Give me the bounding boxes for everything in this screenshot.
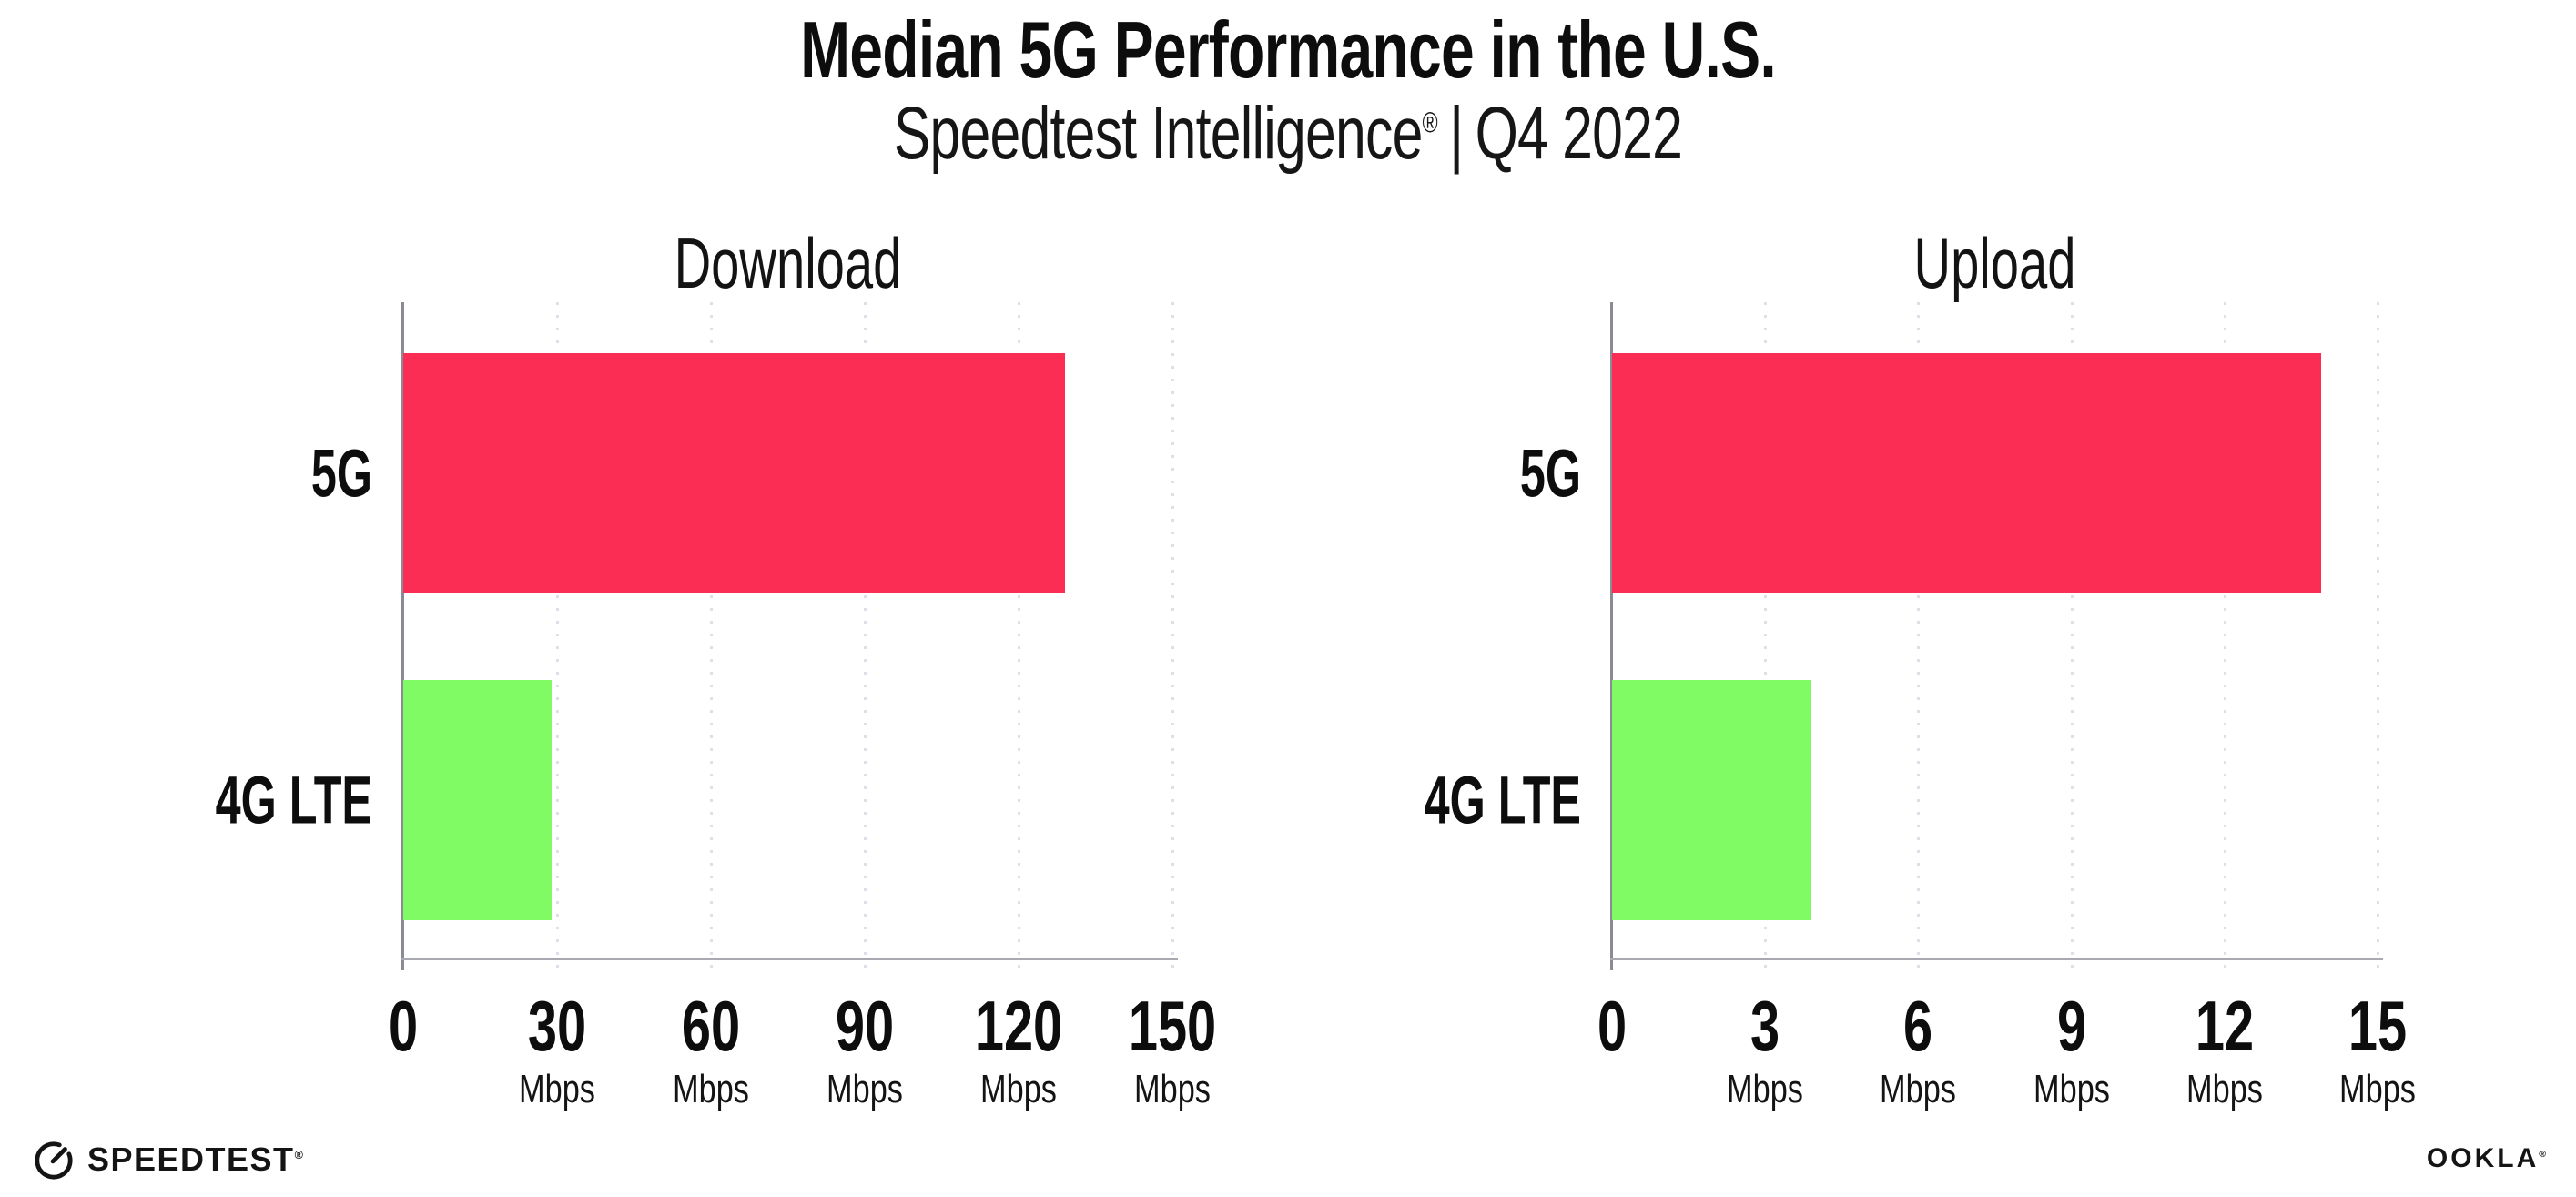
x-tick-label: 9 [2056, 986, 2086, 1066]
download-chart-plot [401, 302, 1178, 971]
x-tick-unit-label: Mbps [827, 1067, 903, 1111]
gridline-3-mbps [1764, 302, 1768, 971]
x-tick-unit-label: Mbps [519, 1067, 595, 1111]
chart-title-upload: Upload [1913, 223, 2076, 303]
upload-chart-plot [1610, 302, 2383, 971]
category-label-4g-lte: 4G LTE [215, 762, 372, 838]
gridline-9-mbps [2070, 302, 2074, 971]
x-tick-unit-label: Mbps [2339, 1067, 2416, 1111]
x-tick-label: 150 [1128, 986, 1217, 1066]
ookla-wordmark: OOKLA [2426, 1143, 2540, 1173]
gridline-90-mbps [864, 302, 867, 971]
gridline-150-mbps [1171, 302, 1174, 971]
speedtest-wordmark: SPEEDTEST® [87, 1141, 305, 1178]
registered-trademark-symbol: ® [1422, 107, 1438, 139]
x-tick-unit-label: Mbps [673, 1067, 749, 1111]
category-label-5g: 5G [1519, 435, 1581, 512]
x-tick-label: 60 [681, 986, 741, 1066]
x-tick-unit-label: Mbps [980, 1067, 1057, 1111]
subtitle-brand: Speedtest Intelligence [893, 92, 1424, 175]
page-subtitle: Speedtest Intelligence® | Q4 2022 [335, 91, 2241, 177]
subtitle-period: Q4 2022 [1475, 92, 1683, 175]
x-tick-unit-label: Mbps [1134, 1067, 1211, 1111]
speedtest-logo: SPEEDTEST® [33, 1136, 304, 1183]
y-axis-line [401, 302, 404, 970]
category-label-5g: 5G [310, 435, 372, 512]
ookla-logo: OOKLA® [2427, 1143, 2549, 1174]
x-tick-label: 30 [527, 986, 587, 1066]
x-tick-label: 0 [388, 986, 419, 1066]
x-tick-unit-label: Mbps [2186, 1067, 2263, 1111]
x-tick-unit-label: Mbps [2033, 1067, 2110, 1111]
bar-4g-lte [403, 680, 553, 920]
gridline-30-mbps [556, 302, 559, 971]
x-tick-unit-label: Mbps [1727, 1067, 1804, 1111]
x-tick-label: 15 [2348, 986, 2408, 1066]
speedtest-registered-symbol: ® [294, 1149, 305, 1161]
bar-5g [403, 353, 1065, 593]
category-label-4g-lte: 4G LTE [1424, 762, 1581, 838]
gridline-6-mbps [1917, 302, 1921, 971]
x-axis-line [401, 958, 1178, 960]
x-tick-label: 0 [1597, 986, 1628, 1066]
bar-5g [1612, 353, 2322, 593]
x-tick-label: 120 [974, 986, 1063, 1066]
ookla-registered-symbol: ® [2539, 1149, 2549, 1160]
y-axis-line [1610, 302, 1613, 970]
gridline-60-mbps [710, 302, 713, 971]
gridline-12-mbps [2223, 302, 2226, 971]
x-tick-label: 3 [1750, 986, 1780, 1066]
gridline-15-mbps [2377, 302, 2379, 971]
bar-4g-lte [1612, 680, 1811, 920]
page-title: Median 5G Performance in the U.S. [800, 5, 1777, 95]
x-tick-label: 12 [2195, 986, 2254, 1066]
chart-title-download: Download [674, 223, 902, 303]
speedtest-gauge-icon [33, 1139, 75, 1181]
x-tick-label: 90 [835, 986, 895, 1066]
gridline-120-mbps [1018, 302, 1020, 971]
x-tick-label: 6 [1903, 986, 1933, 1066]
x-axis-line [1610, 958, 2383, 960]
subtitle-divider: | [1449, 92, 1464, 175]
x-tick-unit-label: Mbps [1880, 1067, 1957, 1111]
